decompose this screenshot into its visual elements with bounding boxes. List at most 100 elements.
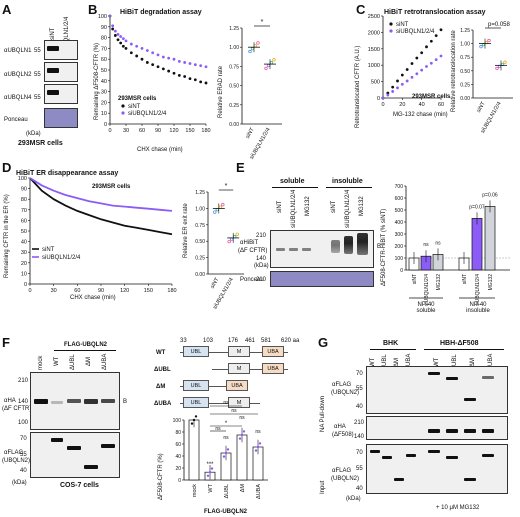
aa-position: 461 [245, 338, 256, 344]
construct-row-label: ΔUBL [154, 367, 171, 373]
x-axis-label: MG-132 chase (min) [393, 112, 448, 118]
legend-entry: siUBQLN1/2/4 [42, 255, 81, 261]
data-point [199, 64, 203, 68]
x-tick-label: 40 [419, 102, 425, 108]
aa-position: 620 aa [281, 338, 300, 344]
marker: 55 [34, 72, 41, 78]
cells-label: COS-7 cells [60, 482, 99, 489]
group-label: HBH-ΔF508 [440, 340, 479, 347]
protein-line [180, 386, 242, 387]
marker: 210 [354, 420, 365, 426]
data-point [400, 73, 404, 77]
data-point [266, 63, 271, 68]
y-axis-label: Remaining ΔF508-CFTR (%) [94, 42, 100, 120]
blot-label: Ponceau [240, 277, 264, 283]
band [51, 438, 63, 442]
y-tick-label: 10 [21, 271, 27, 277]
panel-letter-b: B [88, 2, 98, 17]
x-tick-label: ΔM [240, 484, 246, 493]
panel-letter-f: F [2, 335, 10, 350]
data-point [206, 474, 210, 477]
y-tick-label: 80 [21, 197, 27, 203]
data-point [140, 57, 144, 61]
fraction-label: soluble [280, 178, 305, 185]
marker: 40 [20, 468, 27, 474]
data-point [145, 61, 149, 64]
p-value: p=0.058 [488, 22, 510, 28]
band [382, 456, 392, 459]
y-tick-label: 0 [104, 122, 107, 128]
band [482, 376, 494, 379]
sig-label: ns [231, 408, 237, 414]
lane-label: siNT [331, 200, 337, 213]
data-point [121, 37, 125, 41]
band [34, 399, 48, 404]
band [331, 240, 340, 253]
fraction-bracket [272, 187, 318, 188]
lane-label: siNT [277, 200, 283, 213]
blot-sublabel: (UBQLN2) [2, 458, 31, 464]
y-axis-label: ΔF508-CFTR-HiBiT (% siNT) [381, 208, 387, 286]
panel-letter-g: G [318, 335, 329, 350]
lane-label: ΔM [86, 356, 92, 366]
cells-label: 293MSR cells [18, 140, 63, 147]
blot-flag [30, 432, 120, 478]
construct-row-label: WT [156, 350, 166, 356]
marker: 100 [18, 420, 29, 426]
band [84, 399, 98, 404]
x-tick-label: 150 [144, 288, 153, 294]
y-tick-label: 20 [21, 261, 27, 267]
panel-letter-a: A [2, 2, 12, 17]
band [394, 478, 404, 481]
data-point [177, 59, 181, 63]
data-point [113, 29, 117, 33]
ponceau-stain [44, 108, 78, 128]
sig-label: * [225, 421, 228, 427]
x-tick-label: 60 [74, 288, 80, 294]
sig-label: ns [435, 240, 441, 246]
data-point [161, 67, 165, 71]
data-point [172, 57, 176, 61]
data-point [119, 41, 123, 45]
domain-ubl: UBL [183, 397, 209, 408]
marker: 70 [356, 371, 363, 377]
marker: 55 [356, 466, 363, 472]
data-point [386, 91, 390, 95]
lane-label: siUBQLN1/2/4 [291, 189, 297, 228]
blot-ubqln1 [44, 40, 78, 60]
data-point [111, 24, 115, 28]
band [289, 248, 298, 251]
lane-label: siUBQLN1/2/4 [345, 189, 351, 228]
data-point [145, 49, 149, 52]
side-label: Input [320, 480, 326, 494]
band [302, 248, 311, 251]
y-tick-label: 0.50 [229, 84, 239, 90]
y-tick-label: 90 [101, 25, 107, 31]
band [464, 478, 476, 481]
y-tick-label: 1.25 [229, 26, 239, 32]
y-tick-label: 0.00 [195, 272, 205, 278]
legend-marker [389, 29, 393, 33]
blot-label: αFLAG [332, 468, 352, 474]
data-point [434, 34, 438, 38]
bar [471, 218, 483, 271]
data-point [253, 44, 258, 48]
fraction-label: insoluble [332, 178, 363, 185]
band [47, 46, 59, 51]
sig-label: p=0.07 [469, 204, 485, 210]
blot-label: Ponceau [4, 117, 28, 123]
legend-marker [121, 111, 125, 115]
data-point [264, 66, 268, 71]
marker: 210 [256, 277, 267, 283]
x-tick-label: 180 [167, 288, 176, 294]
y-tick-label: 20 [175, 466, 181, 472]
y-tick-label: 10 [101, 111, 107, 117]
y-axis-label-2: Relative ER exit rate [183, 203, 189, 258]
kda-label: (kDa) [254, 263, 269, 269]
band-label: B [377, 244, 382, 250]
band [357, 233, 368, 255]
blot-label: αUBQLN4 [4, 95, 32, 101]
y-tick-label: 0.00 [229, 122, 239, 128]
sig-label: ns [215, 426, 221, 432]
treatment-label: + 10 μM MG132 [436, 505, 480, 511]
